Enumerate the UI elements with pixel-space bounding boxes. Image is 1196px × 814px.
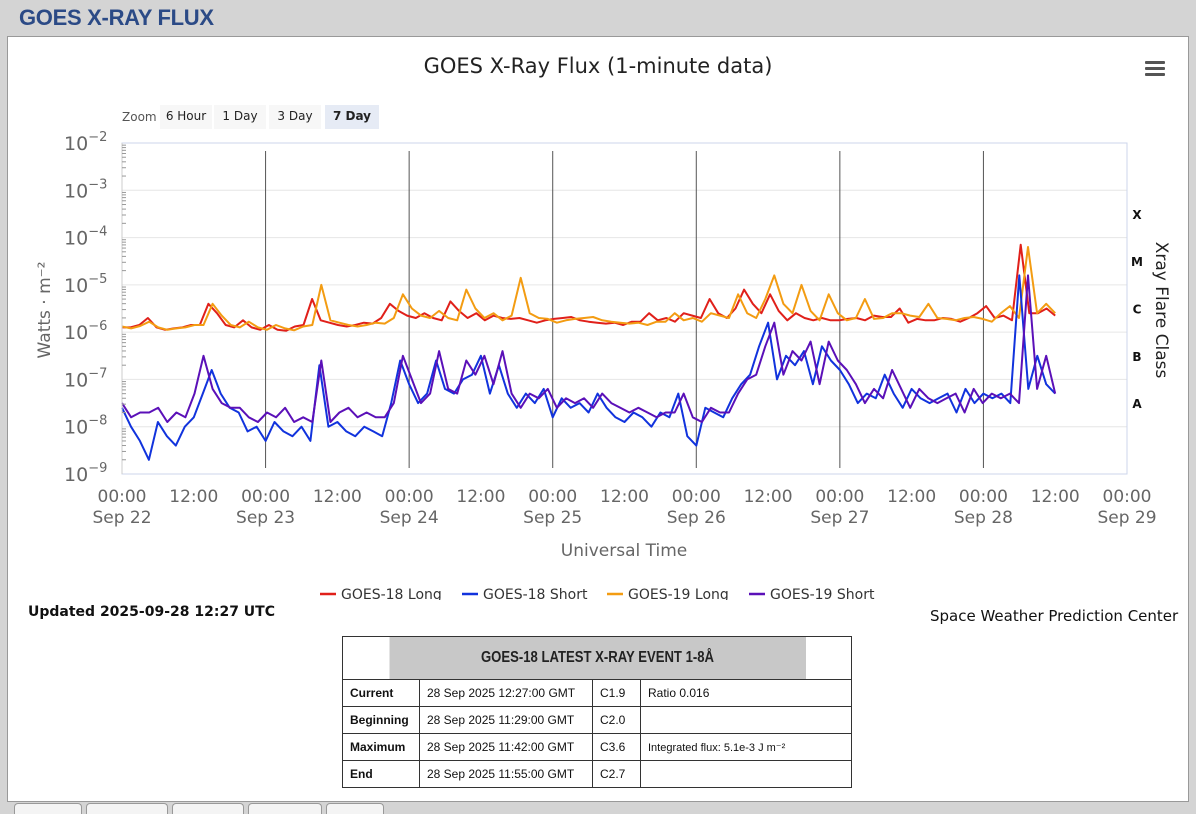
legend-label: GOES-19 Long xyxy=(628,587,729,600)
flare-class-label: A xyxy=(1132,397,1142,411)
x-tick-label: 00:00 xyxy=(1103,487,1152,507)
event-class: C1.9 xyxy=(592,679,641,707)
event-class: C3.6 xyxy=(592,733,641,761)
series-line-goes-19-long[interactable] xyxy=(121,246,1056,332)
zoom-1-day-button[interactable]: 1 Day xyxy=(214,105,266,129)
x-tick-date-label: Sep 24 xyxy=(380,508,439,528)
event-datetime: 28 Sep 2025 11:55:00 GMT xyxy=(419,760,593,788)
series-line-goes-19-short[interactable] xyxy=(121,274,1057,423)
event-label: End xyxy=(342,760,420,788)
bottom-tab[interactable] xyxy=(86,803,168,814)
y-tick-label: 10−6 xyxy=(64,319,107,344)
flare-class-label: X xyxy=(1132,208,1142,222)
zoom-7-day-button[interactable]: 7 Day xyxy=(325,105,379,129)
x-tick-label: 12:00 xyxy=(456,487,505,507)
x-axis-label: Universal Time xyxy=(561,541,687,561)
zoom-3-day-button[interactable]: 3 Day xyxy=(269,105,321,129)
event-label: Beginning xyxy=(342,706,420,734)
event-table-header: GOES-18 LATEST X-RAY EVENT 1-8Å xyxy=(387,636,807,680)
y-tick-label: 10−7 xyxy=(64,366,107,391)
x-tick-label: 00:00 xyxy=(815,487,864,507)
chart-title: GOES X-Ray Flux (1-minute data) xyxy=(423,54,773,78)
x-tick-label: 00:00 xyxy=(241,487,290,507)
x-tick-date-label: Sep 25 xyxy=(523,508,582,528)
event-label: Current xyxy=(342,679,420,707)
event-datetime: 28 Sep 2025 11:42:00 GMT xyxy=(419,733,593,761)
x-tick-label: 12:00 xyxy=(744,487,793,507)
x-tick-label: 12:00 xyxy=(600,487,649,507)
x-tick-date-label: Sep 26 xyxy=(667,508,726,528)
bottom-tab[interactable] xyxy=(326,803,384,814)
y-tick-label: 10−9 xyxy=(64,461,107,486)
event-class: C2.0 xyxy=(592,706,641,734)
y-axis-label: Watts · m⁻² xyxy=(35,262,55,359)
bottom-tab[interactable] xyxy=(14,803,82,814)
y-tick-label: 10−5 xyxy=(64,272,107,297)
xray-flux-chart: 10−2 10−3 10−4 10−5 10−6 10−7 10−8 10−9 X M C B A 00:… xyxy=(35,130,1171,600)
legend-item[interactable]: GOES-18 Long xyxy=(320,587,442,600)
legend-label: GOES-18 Short xyxy=(483,587,588,600)
hamburger-icon[interactable] xyxy=(1143,58,1167,80)
x-tick-date-label: Sep 28 xyxy=(954,508,1013,528)
y-tick-label: 10−3 xyxy=(64,177,107,202)
legend-item[interactable]: GOES-18 Short xyxy=(462,587,588,600)
x-tick-label: 12:00 xyxy=(887,487,936,507)
credit-text: Space Weather Prediction Center xyxy=(930,607,1179,625)
event-extra: Integrated flux: 5.1e-3 J m⁻² xyxy=(640,733,852,761)
zoom-label: Zoom xyxy=(122,110,157,124)
legend-item[interactable]: GOES-19 Short xyxy=(749,587,875,600)
zoom-6-hour-button[interactable]: 6 Hour xyxy=(160,105,212,129)
axes: 10−2 10−3 10−4 10−5 10−6 10−7 10−8 10−9 X M C B A 00:… xyxy=(64,130,1157,528)
series-line-goes-18-short[interactable] xyxy=(121,274,1056,461)
x-tick-date-label: Sep 22 xyxy=(92,508,151,528)
table-row: End 28 Sep 2025 11:55:00 GMT C2.7 xyxy=(342,760,852,788)
page-header: GOES X-RAY FLUX xyxy=(0,0,1196,36)
y2-axis-label: Xray Flare Class xyxy=(1151,242,1171,379)
series-layer xyxy=(121,243,1057,461)
event-label: Maximum xyxy=(342,733,420,761)
bottom-tab[interactable] xyxy=(172,803,244,814)
bottom-tab[interactable] xyxy=(248,803,322,814)
event-datetime: 28 Sep 2025 12:27:00 GMT xyxy=(419,679,593,707)
table-row: Beginning 28 Sep 2025 11:29:00 GMT C2.0 xyxy=(342,706,852,734)
flare-class-label: C xyxy=(1133,303,1142,317)
table-row: Maximum 28 Sep 2025 11:42:00 GMT C3.6 In… xyxy=(342,733,852,761)
legend-label: GOES-18 Long xyxy=(341,587,442,600)
updated-timestamp: Updated 2025-09-28 12:27 UTC xyxy=(28,604,275,620)
x-tick-label: 12:00 xyxy=(313,487,362,507)
event-extra xyxy=(640,706,852,734)
legend-item[interactable]: GOES-19 Long xyxy=(607,587,729,600)
event-class: C2.7 xyxy=(592,760,641,788)
event-extra: Ratio 0.016 xyxy=(640,679,852,707)
y-tick-label: 10−4 xyxy=(64,225,107,250)
x-tick-label: 12:00 xyxy=(169,487,218,507)
flare-class-label: M xyxy=(1131,255,1143,269)
x-tick-label: 12:00 xyxy=(1031,487,1080,507)
y-tick-label: 10−2 xyxy=(64,130,107,155)
flare-class-label: B xyxy=(1132,350,1141,364)
y-tick-label: 10−8 xyxy=(64,414,107,439)
x-tick-date-label: Sep 29 xyxy=(1097,508,1156,528)
x-tick-label: 00:00 xyxy=(98,487,147,507)
x-tick-date-label: Sep 27 xyxy=(810,508,869,528)
x-tick-label: 00:00 xyxy=(385,487,434,507)
series-line-goes-18-long[interactable] xyxy=(122,243,1056,332)
legend-label: GOES-19 Short xyxy=(770,587,875,600)
x-tick-label: 00:00 xyxy=(672,487,721,507)
table-row: Current 28 Sep 2025 12:27:00 GMT C1.9 Ra… xyxy=(342,679,852,707)
page-title: GOES X-RAY FLUX xyxy=(19,5,214,30)
event-datetime: 28 Sep 2025 11:29:00 GMT xyxy=(419,706,593,734)
event-extra xyxy=(640,760,852,788)
latest-event-table: GOES-18 LATEST X-RAY EVENT 1-8Å Current … xyxy=(342,636,852,788)
x-tick-label: 00:00 xyxy=(528,487,577,507)
x-tick-date-label: Sep 23 xyxy=(236,508,295,528)
legend: GOES-18 Long GOES-18 Short GOES-19 Long GOE… xyxy=(320,587,875,600)
x-tick-label: 00:00 xyxy=(959,487,1008,507)
